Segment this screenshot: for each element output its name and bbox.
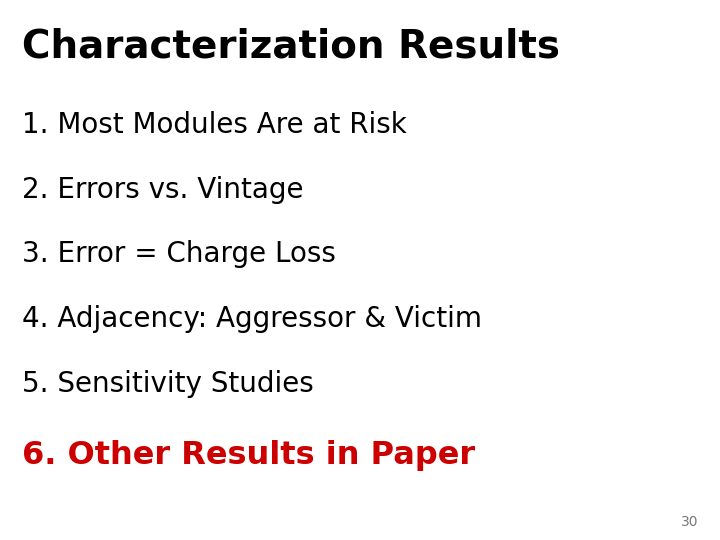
Text: Characterization Results: Characterization Results	[22, 27, 559, 65]
Text: 1. Most Modules Are at Risk: 1. Most Modules Are at Risk	[22, 111, 406, 139]
Text: 6. Other Results in Paper: 6. Other Results in Paper	[22, 440, 474, 471]
Text: 2. Errors vs. Vintage: 2. Errors vs. Vintage	[22, 176, 303, 204]
Text: 3. Error = Charge Loss: 3. Error = Charge Loss	[22, 240, 336, 268]
Text: 4. Adjacency: Aggressor & Victim: 4. Adjacency: Aggressor & Victim	[22, 305, 482, 333]
Text: 30: 30	[681, 515, 698, 529]
Text: 5. Sensitivity Studies: 5. Sensitivity Studies	[22, 370, 313, 398]
